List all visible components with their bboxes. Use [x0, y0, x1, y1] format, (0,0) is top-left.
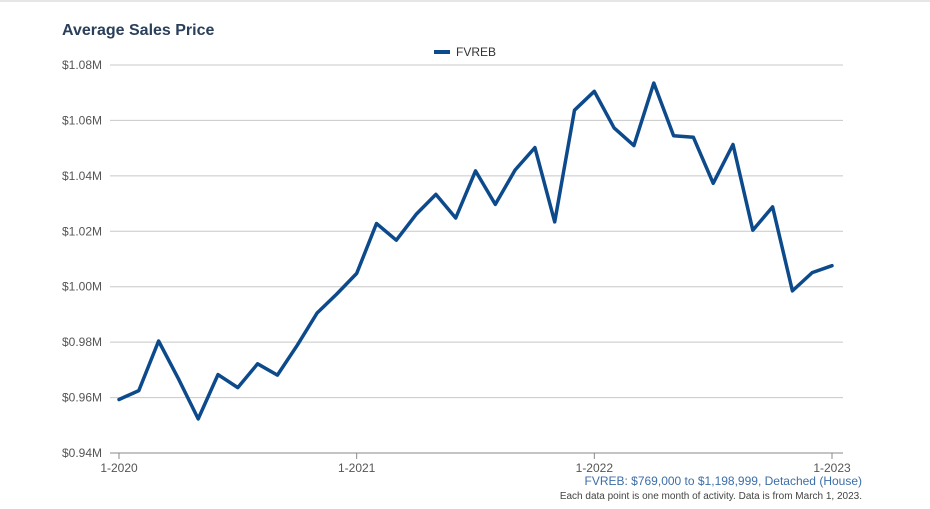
- chart-note: Each data point is one month of activity…: [559, 491, 862, 502]
- y-tick-label: $1.04M: [62, 169, 102, 183]
- legend-swatch: [434, 50, 450, 54]
- x-tick-label: 1-2021: [338, 461, 376, 475]
- y-tick-label: $1.02M: [62, 224, 102, 238]
- legend-label: FVREB: [456, 45, 497, 59]
- x-tick-label: 1-2020: [100, 461, 138, 475]
- y-tick-label: $0.98M: [62, 335, 102, 349]
- y-tick-label: $1.06M: [62, 113, 102, 127]
- gridlines: [110, 64, 843, 454]
- x-tick-label: 1-2022: [576, 461, 614, 475]
- y-tick-label: $1.08M: [62, 58, 102, 72]
- y-tick-label: $1.00M: [62, 280, 102, 294]
- y-tick-label: $0.96M: [62, 391, 102, 405]
- top-border: [0, 0, 930, 2]
- chart-footnote: FVREB: $769,000 to $1,198,999, Detached …: [584, 474, 862, 488]
- x-tick-label: 1-2023: [813, 461, 851, 475]
- legend[interactable]: FVREB: [434, 45, 496, 59]
- x-axis-ticks: 1-2020 1-2021 1-2022 1-2023: [100, 453, 851, 475]
- y-tick-label: $0.94M: [62, 446, 102, 460]
- series-line-fvreb: [117, 81, 834, 421]
- y-axis-ticks: $0.94M $0.96M $0.98M $1.00M $1.02M $1.04M $1.0…: [62, 58, 102, 460]
- chart-title: Average Sales Price: [62, 22, 215, 39]
- series-group: [117, 81, 834, 421]
